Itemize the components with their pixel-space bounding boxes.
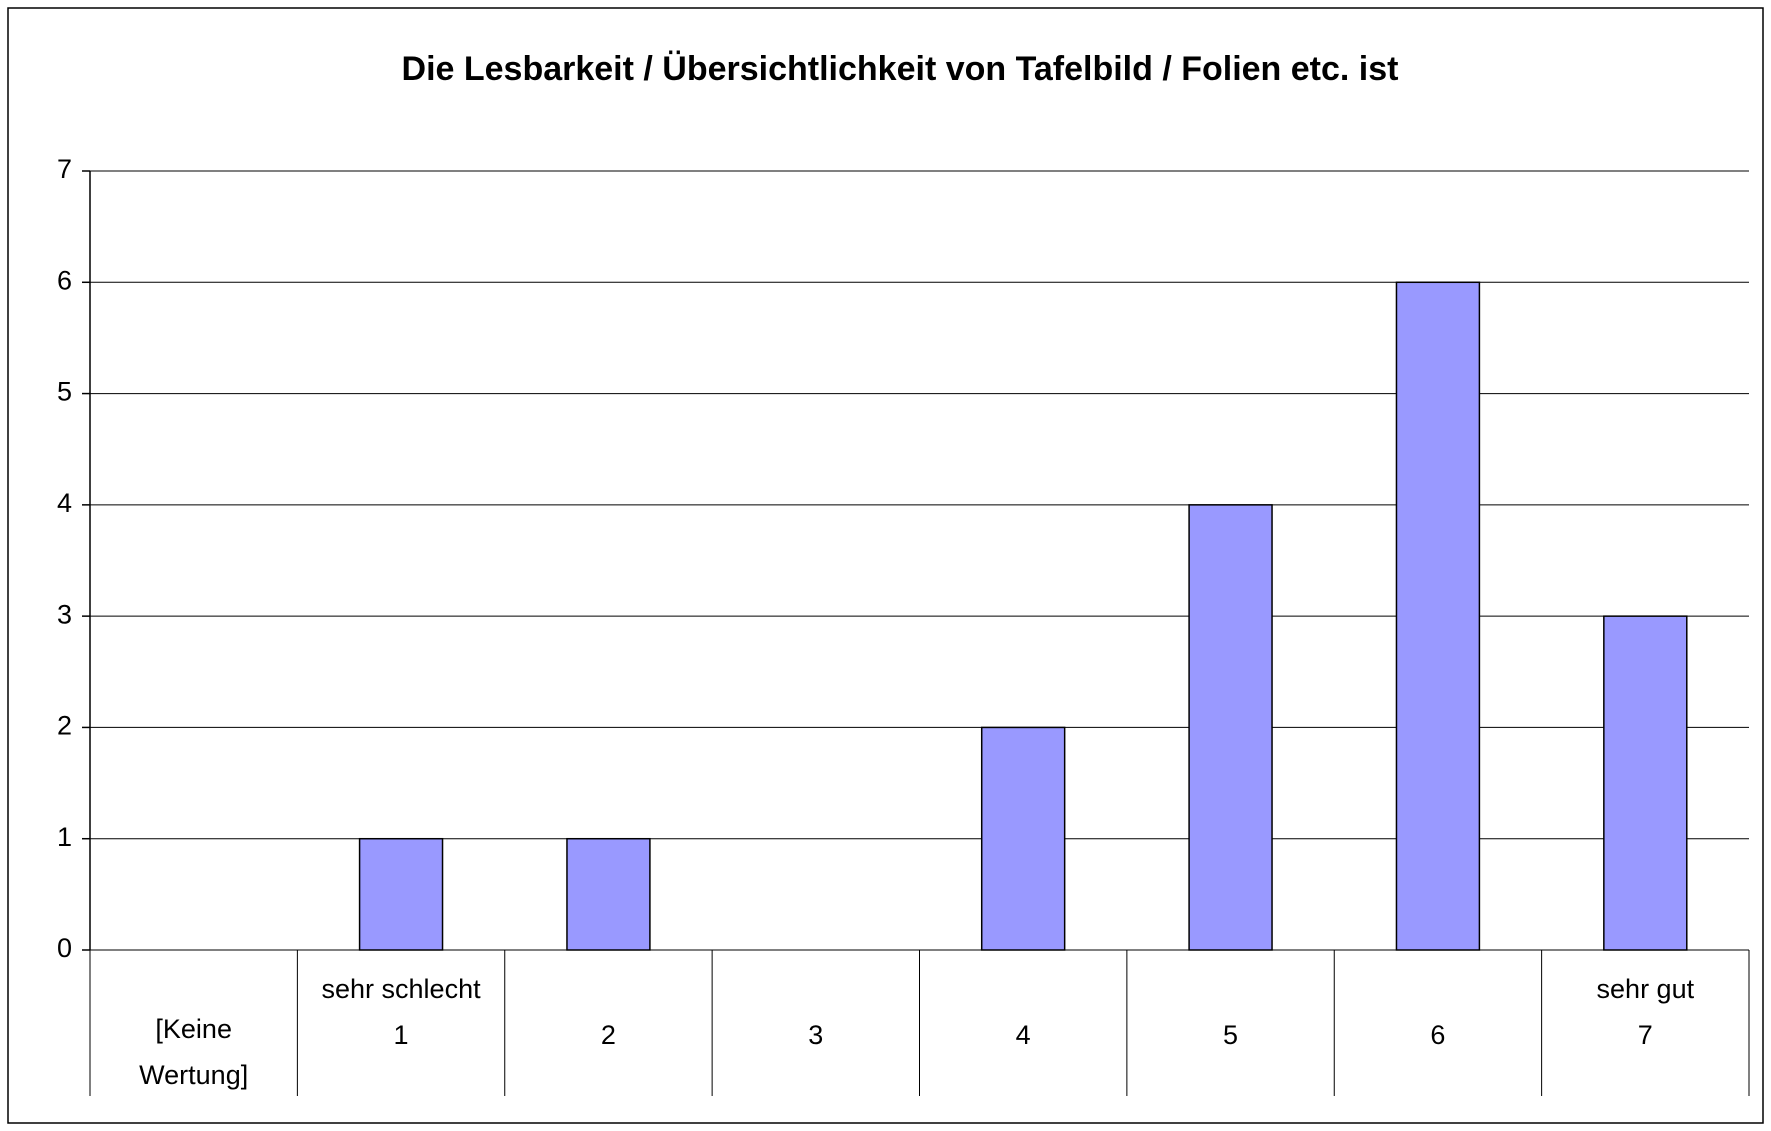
y-tick-label: 5	[57, 377, 72, 407]
bar	[1188, 504, 1273, 951]
x-tick-label: Wertung]	[139, 1060, 248, 1090]
x-tick-label: 6	[1430, 1020, 1445, 1050]
y-tick-label: 2	[57, 711, 72, 741]
x-tick-label: [Keine	[155, 1014, 232, 1044]
y-tick-label: 0	[57, 933, 72, 963]
x-tick-label: 1	[394, 1020, 409, 1050]
y-tick-label: 3	[57, 599, 72, 629]
y-tick-label: 1	[57, 822, 72, 852]
x-tick-label: 7	[1638, 1020, 1653, 1050]
bar	[358, 837, 444, 951]
y-tick-label: 6	[57, 265, 72, 295]
y-tick-label: 4	[57, 488, 72, 518]
bar	[1603, 615, 1688, 951]
x-tick-label: 5	[1223, 1020, 1238, 1050]
chart-title: Die Lesbarkeit / Übersichtlichkeit von T…	[402, 50, 1399, 88]
bar	[566, 837, 651, 951]
x-tick-label: sehr schlecht	[322, 974, 482, 1004]
x-tick-label: 4	[1016, 1020, 1031, 1050]
x-tick-label: sehr gut	[1597, 974, 1695, 1004]
bar	[1395, 281, 1481, 951]
y-tick-label: 7	[57, 154, 72, 184]
chart-frame	[7, 7, 1764, 1124]
x-tick-label: 2	[601, 1020, 616, 1050]
bar	[980, 726, 1066, 951]
x-tick-label: 3	[808, 1020, 823, 1050]
